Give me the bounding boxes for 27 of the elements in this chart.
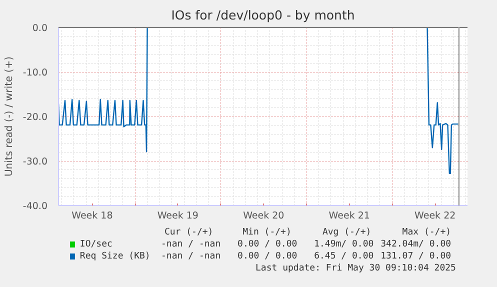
text: 342.04m/ 0.00 bbox=[380, 240, 452, 250]
y-tick-label: -30.0 bbox=[22, 156, 48, 168]
y-tick-label: -10.0 bbox=[22, 68, 48, 78]
legend-label: Req Size (KB) bbox=[80, 252, 150, 262]
y-tick-label: 0.0 bbox=[32, 23, 48, 34]
text: Last update: Fri May 30 09:10:04 2025 bbox=[255, 264, 456, 274]
text: Cur (-/+) bbox=[164, 228, 214, 238]
x-tick-label: Week 22 bbox=[414, 210, 456, 222]
x-tick-label: Week 19 bbox=[157, 210, 198, 222]
text: Min (-/+) bbox=[242, 228, 292, 238]
text: -nan / -nan bbox=[161, 252, 221, 262]
text: 1.49m/ 0.00 bbox=[314, 240, 374, 250]
x-tick-label: Week 21 bbox=[328, 210, 370, 222]
x-tick-label: Week 18 bbox=[72, 210, 113, 222]
y-tick-label: -40.0 bbox=[22, 201, 48, 212]
text: Max (-/+) bbox=[402, 228, 452, 238]
text: 0.00 / 0.00 bbox=[238, 240, 298, 250]
text: Avg (-/+) bbox=[322, 228, 372, 238]
y-tick-label: -20.0 bbox=[22, 112, 48, 123]
text: 131.07 / 0.00 bbox=[380, 252, 452, 262]
text: -nan / -nan bbox=[161, 240, 221, 250]
legend-label: IO/sec bbox=[80, 240, 112, 250]
y-axis-title: Units read (-) / write (+) bbox=[4, 56, 15, 177]
text: 0.00 / 0.00 bbox=[238, 252, 298, 262]
x-tick-label: Week 20 bbox=[243, 210, 284, 222]
chart-title: IOs for /dev/loop0 - by month bbox=[171, 8, 355, 22]
text: 6.45 / 0.00 bbox=[314, 252, 374, 262]
